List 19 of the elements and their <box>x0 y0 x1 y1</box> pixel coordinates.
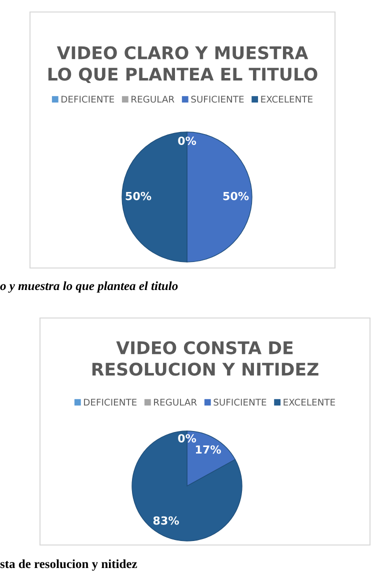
legend-label: DEFICIENTE <box>84 398 137 406</box>
pie-slice <box>132 430 242 542</box>
legend-label: REGULAR <box>132 96 174 103</box>
data-label: 17% <box>196 445 221 454</box>
chart-title: VIDEO CONSTA DE RESOLUCION Y NITIDEZ <box>92 341 318 376</box>
legend-label: SUFICIENTE <box>214 398 266 406</box>
text: 0% <box>178 136 196 145</box>
legend-label: SUFICIENTE <box>191 96 244 103</box>
text: o y muestra lo que plantea el titulo <box>0 281 178 293</box>
text: 0% <box>178 434 196 442</box>
text: sta de resolucion y nitidez <box>0 559 137 571</box>
data-label: 83% <box>153 516 179 525</box>
legend-label: REGULAR <box>154 398 197 406</box>
legend-label: DEFICIENTE <box>62 96 114 103</box>
data-label: 50% <box>223 192 249 200</box>
legend-label: EXCELENTE <box>284 398 335 406</box>
legend-label: EXCELENTE <box>261 96 312 103</box>
data-label: 50% <box>126 192 152 200</box>
chart-title: VIDEO CLARO Y MUESTRA LO QUE PLANTEA EL TITULO <box>48 46 318 84</box>
